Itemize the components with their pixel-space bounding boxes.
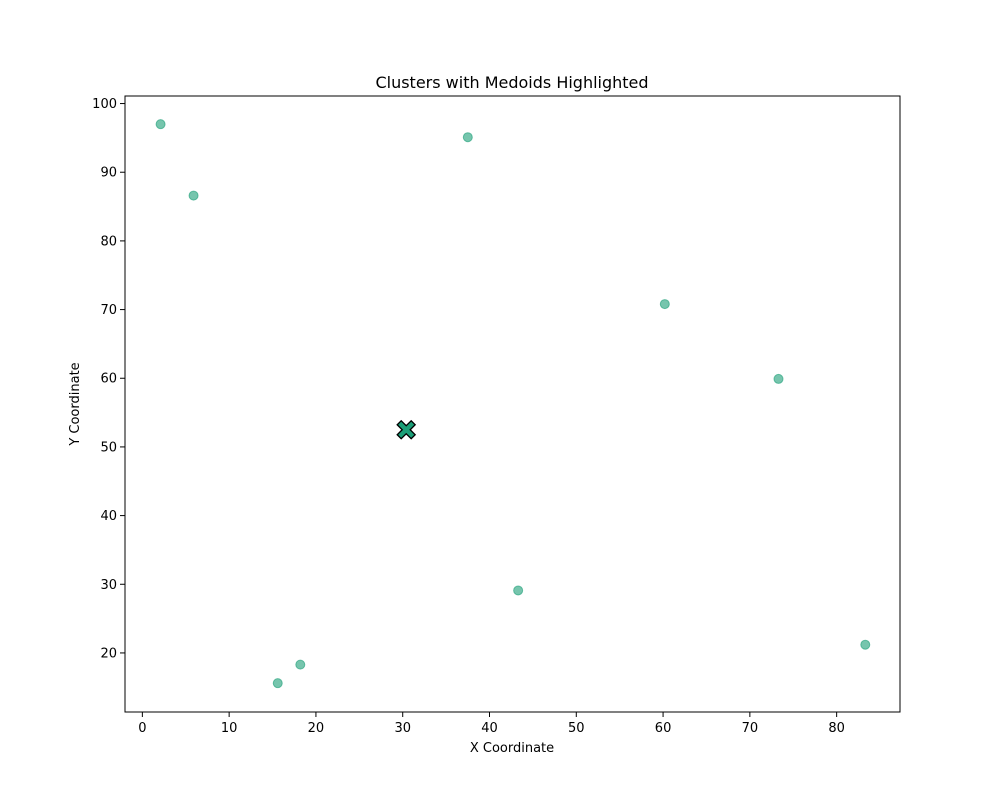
y-tick-label: 70 [100,303,117,318]
y-tick-label: 40 [100,509,117,524]
x-tick-label: 70 [742,721,759,736]
y-axis: 20 30 40 50 60 70 80 90 100 [92,97,125,661]
x-axis: 0 10 20 30 40 50 60 70 80 [138,712,845,736]
data-point [295,659,306,670]
data-point [462,132,473,143]
y-tick-label: 60 [100,372,117,387]
x-tick-label: 10 [221,721,238,736]
medoid-marker [396,419,417,440]
y-axis-label: Y Coordinate [68,362,83,446]
x-tick-label: 40 [481,721,498,736]
plot-frame [124,95,901,713]
chart-title: Clusters with Medoids Highlighted [375,73,648,92]
data-point [659,299,670,310]
x-tick-label: 80 [828,721,845,736]
data-point [860,639,871,650]
data-point [773,373,784,384]
y-tick-label: 90 [100,166,117,181]
plot-area [155,119,871,689]
x-tick-label: 60 [655,721,672,736]
y-tick-label: 20 [100,646,117,661]
x-tick-label: 20 [308,721,325,736]
y-tick-label: 30 [100,578,117,593]
x-tick-label: 50 [568,721,585,736]
x-axis-label: X Coordinate [470,741,554,756]
x-tick-label: 30 [394,721,411,736]
x-tick-label: 0 [138,721,146,736]
data-point [272,678,283,689]
y-tick-label: 80 [100,234,117,249]
y-tick-label: 50 [100,440,117,455]
data-point [513,585,524,596]
y-tick-label: 100 [92,97,117,112]
data-point [155,119,166,130]
data-point [188,190,199,201]
